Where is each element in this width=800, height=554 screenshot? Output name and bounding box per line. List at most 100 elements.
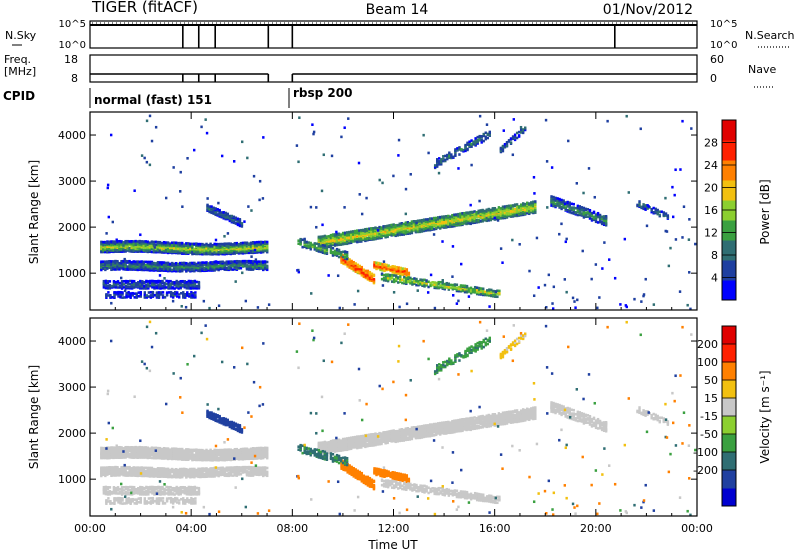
power-cell [156,269,160,272]
power-cell [433,283,436,286]
colorbar-tick-label-4: 20 [704,182,718,195]
velocity-cell [168,452,172,456]
power-cell [339,235,343,238]
power-cell [625,114,628,118]
power-cell [126,239,129,243]
power-cell [421,278,424,282]
power-cell [471,220,474,224]
velocity-cell [158,446,162,450]
power-cell [652,303,656,306]
power-cell [370,272,374,276]
power-cell [656,208,659,212]
velocity-cell [174,453,178,457]
power-cell [497,213,501,216]
nave-tick-bottom: 0 [710,72,717,85]
power-cell [155,284,158,288]
power-cell [225,260,228,264]
power-cell [384,231,387,234]
velocity-cell [126,447,129,451]
power-cell [234,216,238,220]
power-cell [356,229,359,232]
power-cell [588,217,592,220]
power-cell [423,283,426,287]
power-cell [183,264,186,267]
power-cell [131,291,134,295]
power-cell [364,234,367,237]
power-cell [479,287,483,290]
power-cell [313,243,316,247]
power-cell [501,144,505,148]
power-cell [158,265,162,268]
cpid-mode-1: rbsp 200 [293,86,352,100]
power-cell [219,249,222,253]
power-cell [231,268,235,271]
power-cell [255,248,259,251]
velocity-cell [130,448,133,452]
power-cell [257,260,261,263]
power-cell [205,131,209,135]
power-cell [365,196,368,200]
power-cell [560,207,563,211]
power-cell [187,262,190,266]
power-cell [217,242,220,246]
power-cell [390,227,393,231]
velocity-cell [191,450,194,454]
power-cell [172,241,176,244]
power-cell [211,243,214,247]
velocity-cell [158,454,162,458]
power-cell [233,160,236,163]
power-cell [221,245,224,249]
power-cell [201,261,204,264]
power-cell [104,279,108,283]
power-cell [449,217,452,220]
power-cell [472,140,475,144]
power-cell [640,205,643,209]
power-cell [457,212,460,216]
power-cell [470,139,473,142]
power-cell [386,233,389,237]
power-cell [354,229,357,233]
power-cell [454,148,457,151]
power-cell [507,212,511,216]
velocity-cell [146,446,150,450]
power-cell [562,199,565,202]
power-cell [403,275,406,279]
power-cell [380,277,384,281]
power-cell [143,293,147,296]
power-cell [229,266,233,269]
power-cell [161,285,164,288]
power-cell [105,293,108,296]
power-cell [251,249,255,253]
power-cell [373,262,376,266]
power-cell [241,241,245,245]
power-cell [594,213,598,216]
power-cell [382,273,386,277]
power-cell [140,242,143,245]
power-cell [145,160,149,164]
power-cell [201,267,204,271]
power-cell [429,273,433,277]
power-cell [162,267,166,271]
power-cell [469,212,472,216]
power-cell [122,267,125,271]
power-cell [484,137,487,141]
velocity-cell [213,448,216,452]
power-cell [246,156,249,160]
power-cell [231,260,235,263]
power-cell [204,118,207,121]
power-cell [406,222,410,225]
power-cell [206,203,209,207]
freq-tick-top: 18 [64,53,78,66]
power-cell [134,262,137,265]
power-cell [219,242,222,246]
power-cell [159,279,162,283]
power-cell [356,263,359,267]
power-cell [532,209,535,213]
power-cell [312,130,316,134]
power-cell [463,215,466,218]
power-cell [163,284,166,287]
power-cell [604,221,608,225]
power-cell [253,262,257,265]
power-cell [578,205,582,208]
power-cell [432,216,436,220]
